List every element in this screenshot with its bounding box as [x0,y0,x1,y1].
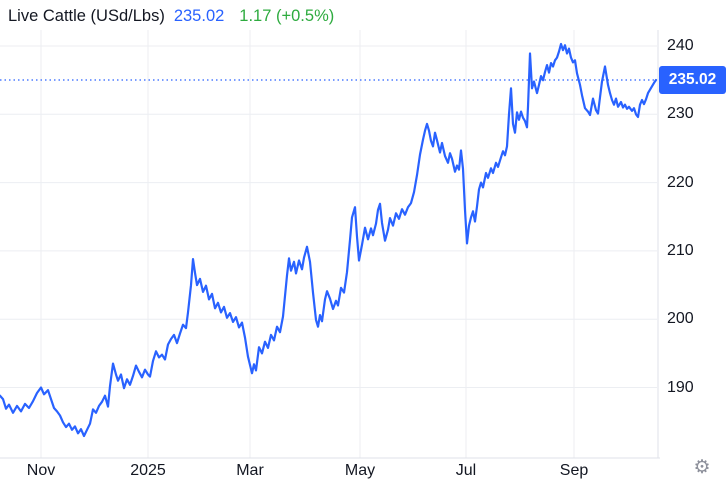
y-tick-label: 220 [667,173,694,191]
current-price-badge: 235.02 [659,66,726,94]
chart-header: Live Cattle (USd/Lbs) 235.02 1.17 (+0.5%… [8,5,334,27]
price-change: 1.17 (+0.5%) [239,6,335,25]
y-tick-label: 190 [667,378,694,396]
x-tick-label: Jul [455,462,477,479]
x-tick-label: May [344,462,376,479]
price-line [0,42,658,438]
x-tick-label: Nov [26,462,56,479]
y-tick-label: 210 [667,241,694,259]
instrument-title: Live Cattle (USd/Lbs) [8,6,165,25]
y-tick-label: 230 [667,105,694,123]
last-price: 235.02 [173,6,225,25]
x-tick-label: 2025 [130,462,166,479]
y-tick-label: 200 [667,310,694,328]
y-tick-label: 240 [667,37,694,54]
settings-gear-icon[interactable]: ⚙ [693,457,711,478]
x-tick-label: Mar [236,462,264,479]
x-tick-label: Sep [559,462,589,479]
